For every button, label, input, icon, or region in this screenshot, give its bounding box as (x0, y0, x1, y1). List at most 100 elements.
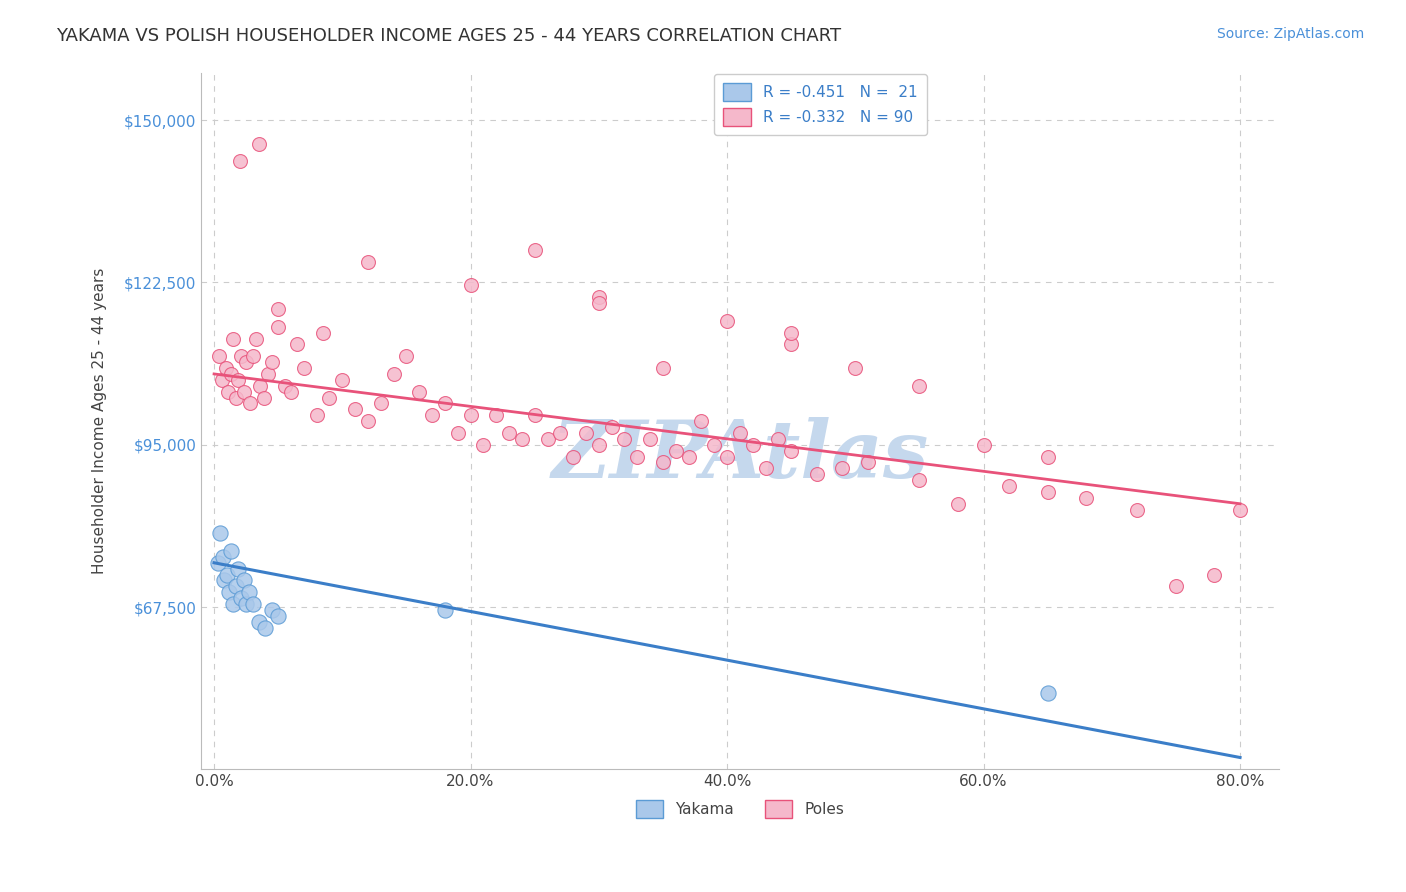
Point (238, 585, 260, 599)
Point (728, 425, 751, 440)
Point (600, 420, 623, 434)
Point (665, 443, 688, 458)
Point (575, 425, 598, 440)
Point (780, 443, 803, 458)
Point (245, 332, 267, 346)
Point (1164, 579, 1187, 593)
Point (908, 378, 931, 392)
Point (1036, 450, 1059, 464)
Point (550, 425, 572, 440)
Point (1229, 502, 1251, 516)
Point (806, 467, 828, 482)
Point (844, 361, 866, 376)
Point (211, 373, 233, 387)
Point (780, 337, 803, 351)
Point (510, 432, 533, 446)
Point (207, 556, 229, 570)
Point (208, 349, 231, 363)
Point (232, 574, 254, 588)
Point (305, 409, 328, 423)
Point (831, 461, 853, 475)
Point (242, 597, 264, 611)
Point (229, 349, 252, 363)
Point (357, 414, 380, 428)
Point (408, 384, 430, 399)
Point (395, 349, 418, 363)
Point (344, 402, 367, 417)
Point (1126, 502, 1149, 516)
Point (330, 373, 353, 387)
Text: YAKAMA VS POLISH HOUSEHOLDER INCOME AGES 25 - 44 YEARS CORRELATION CHART: YAKAMA VS POLISH HOUSEHOLDER INCOME AGES… (56, 27, 841, 45)
Point (588, 296, 610, 310)
Point (292, 361, 315, 376)
Point (235, 355, 257, 369)
Point (741, 438, 763, 452)
Point (973, 438, 995, 452)
Point (253, 391, 276, 405)
Point (229, 591, 252, 606)
Text: ZIPAtlas: ZIPAtlas (551, 417, 928, 495)
Point (447, 425, 470, 440)
Point (856, 455, 879, 469)
Point (247, 615, 270, 629)
Point (626, 450, 648, 464)
Point (225, 391, 247, 405)
Point (1204, 567, 1226, 582)
Point (215, 567, 238, 582)
Point (370, 396, 392, 410)
Point (472, 438, 495, 452)
Point (485, 409, 508, 423)
Point (651, 455, 673, 469)
Point (716, 314, 738, 328)
Point (498, 425, 520, 440)
Point (214, 361, 236, 376)
Point (228, 373, 250, 387)
Point (287, 337, 309, 351)
Point (225, 579, 247, 593)
Point (222, 597, 245, 611)
Point (588, 290, 610, 304)
Point (613, 432, 636, 446)
Point (219, 367, 242, 381)
Point (523, 409, 546, 423)
Point (651, 361, 673, 376)
Point (588, 438, 610, 452)
Point (247, 136, 270, 151)
Point (536, 432, 558, 446)
Point (678, 450, 700, 464)
Point (209, 526, 232, 541)
Point (228, 154, 250, 169)
Point (219, 544, 242, 558)
Point (312, 326, 335, 340)
Point (946, 497, 969, 511)
Point (239, 396, 262, 410)
Point (562, 450, 585, 464)
Legend: Yakama, Poles: Yakama, Poles (630, 794, 851, 824)
Point (1076, 491, 1098, 505)
Point (235, 597, 257, 611)
Point (460, 409, 482, 423)
Point (523, 243, 546, 257)
Point (217, 384, 239, 399)
Point (222, 332, 245, 346)
Point (382, 367, 405, 381)
Point (257, 367, 280, 381)
Point (433, 603, 456, 617)
Point (998, 479, 1021, 493)
Text: Source: ZipAtlas.com: Source: ZipAtlas.com (1216, 27, 1364, 41)
Point (214, 574, 236, 588)
Point (357, 255, 380, 269)
Point (249, 378, 271, 392)
Point (267, 319, 290, 334)
Point (267, 301, 290, 316)
Point (420, 409, 443, 423)
Point (460, 278, 482, 293)
Point (242, 349, 264, 363)
Point (716, 450, 738, 464)
Point (638, 432, 661, 446)
Point (254, 621, 277, 635)
Point (754, 461, 776, 475)
Point (228, 562, 250, 576)
Point (1036, 685, 1059, 699)
Point (690, 414, 713, 428)
